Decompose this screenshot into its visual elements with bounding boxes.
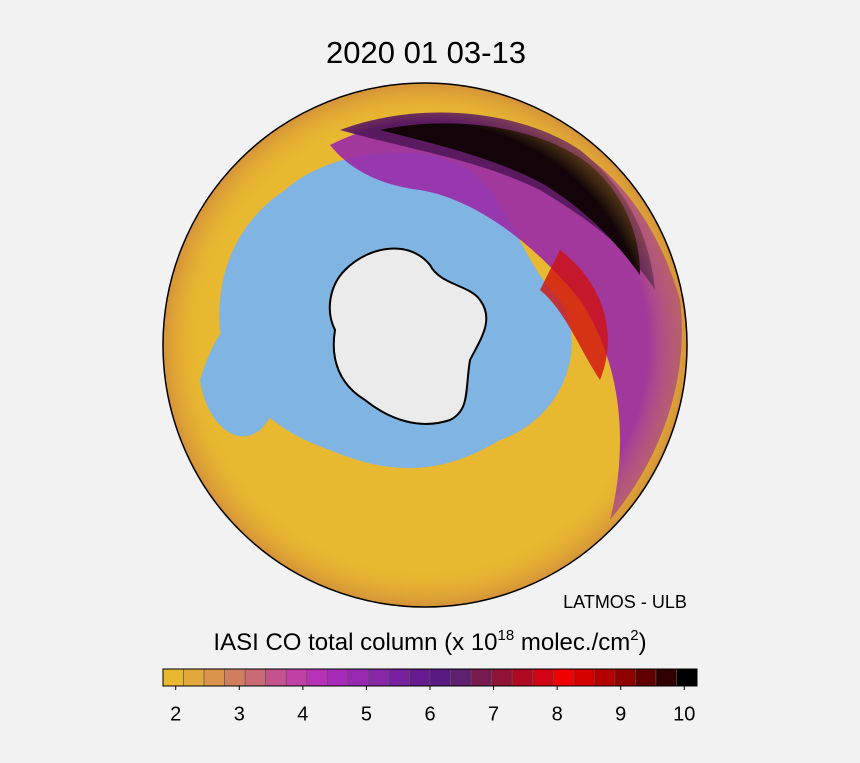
colorbar-tick-label: 10	[673, 703, 695, 725]
colorbar-tick-label: 8	[552, 703, 563, 725]
colorbar-segment	[347, 668, 369, 687]
limb	[163, 83, 687, 607]
label-exponent: 18	[498, 627, 515, 644]
colorbar-segment	[614, 668, 636, 687]
map-border	[162, 82, 688, 608]
colorbar-label: IASI CO total column (x 1018 molec./cm2)	[213, 627, 646, 656]
colorbar-segment	[327, 668, 349, 687]
colorbar-segment	[573, 668, 595, 687]
colorbar-segment	[244, 668, 266, 687]
colorbar-segment	[265, 668, 287, 687]
colorbar-segment	[203, 668, 225, 687]
colorbar-segment	[676, 668, 698, 687]
colorbar-tick-label: 5	[361, 703, 372, 725]
colorbar-segment	[162, 668, 184, 687]
colorbar-segment	[388, 668, 410, 687]
colorbar-segment	[552, 668, 575, 687]
colorbar-segment	[306, 668, 328, 687]
colorbar-segment	[409, 668, 431, 687]
colorbar-segment	[450, 668, 472, 687]
colorbar-segment	[224, 668, 246, 687]
map	[163, 83, 687, 607]
map-title: 2020 01 03-13	[326, 35, 526, 70]
colorbar: 2 3 4 5 6 7 8 9 10	[162, 668, 698, 725]
colorbar-segment	[635, 668, 657, 687]
colorbar-tick-label: 6	[424, 703, 435, 725]
colorbar-segment	[511, 668, 533, 687]
colorbar-segment	[655, 668, 677, 687]
colorbar-tick-label: 2	[170, 703, 181, 725]
colorbar-segment	[491, 668, 513, 687]
colorbar-tick-label: 7	[488, 703, 499, 725]
label-text: IASI CO total column (x 10	[213, 629, 497, 656]
label-exponent: 2	[630, 627, 638, 644]
colorbar-segment	[470, 668, 492, 687]
colorbar-segment	[594, 668, 616, 687]
colorbar-tick-label: 4	[297, 703, 308, 725]
credit: LATMOS - ULB	[563, 592, 687, 612]
colorbar-segment	[285, 668, 308, 687]
label-text: molec./cm	[514, 629, 630, 656]
colorbar-segment	[429, 668, 451, 687]
colorbar-segment	[183, 668, 205, 687]
label-text: )	[639, 629, 647, 656]
colorbar-segment	[368, 668, 390, 687]
colorbar-segment	[532, 668, 554, 687]
colorbar-tick-label: 9	[615, 703, 626, 725]
colorbar-tick-label: 3	[234, 703, 245, 725]
